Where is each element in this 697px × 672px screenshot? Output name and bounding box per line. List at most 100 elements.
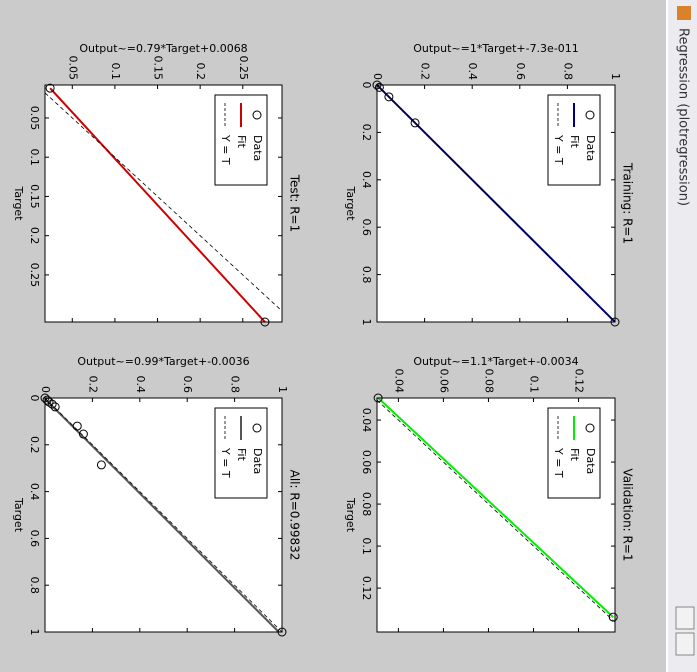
y-tick-label: 0.12: [573, 369, 586, 394]
y-tick-label: 1: [276, 386, 289, 393]
x-tick-label: 0.6: [360, 218, 373, 236]
legend-label: Fit: [568, 135, 581, 149]
y-tick-label: 0.6: [514, 63, 527, 81]
chart-title: Test: R=1: [288, 174, 302, 233]
x-tick-label: 0.8: [28, 576, 41, 594]
legend-label: Data: [251, 448, 264, 474]
y-axis-label: Output~=1.1*Target+-0.0034: [413, 355, 578, 368]
title-bar: [667, 0, 697, 672]
legend-label: Data: [251, 135, 264, 161]
window-title: Regression (plotregression): [676, 28, 691, 206]
y-tick-label: 0.8: [561, 63, 574, 81]
y-tick-label: 0.2: [194, 63, 207, 81]
y-tick-label: 0.1: [109, 63, 122, 81]
x-tick-label: 0.15: [28, 184, 41, 209]
x-tick-label: 0: [360, 82, 373, 89]
y-tick-label: 0.04: [392, 369, 405, 394]
y-tick-label: 0.1: [527, 376, 540, 394]
data-point: [96, 460, 106, 470]
y-tick-label: 0.08: [482, 369, 495, 394]
axes-box: [44, 397, 283, 633]
x-tick-label: 1: [360, 319, 373, 326]
y-tick-label: 0.15: [152, 56, 165, 81]
y-tick-label: 0.25: [237, 56, 250, 81]
legend-label: Data: [584, 448, 597, 474]
data-point: [72, 421, 82, 431]
x-tick-label: 0.08: [360, 492, 373, 517]
reference-line: [45, 92, 282, 312]
legend-label: Y = T: [219, 134, 232, 165]
y-tick-label: 0.2: [86, 376, 99, 394]
legend-label: Fit: [235, 135, 248, 149]
plot-layer: [45, 87, 282, 322]
legend-label: Fit: [235, 448, 248, 462]
x-tick-label: 0.8: [360, 266, 373, 284]
app-icon: [677, 6, 691, 20]
y-axis-label: Output~=0.99*Target+-0.0036: [77, 355, 249, 368]
y-tick-label: 0.6: [181, 376, 194, 394]
plot-layer: [377, 85, 615, 322]
y-tick-label: 0.4: [466, 63, 479, 81]
data-point: [50, 402, 60, 412]
data-point: [384, 92, 394, 102]
y-axis-label: Output~=1*Target+-7.3e-011: [413, 42, 579, 55]
chart-title: Training: R=1: [621, 162, 635, 244]
axes-box: [376, 397, 616, 633]
y-tick-label: 0.2: [419, 63, 432, 81]
x-axis-label: Target: [344, 185, 357, 221]
y-tick-label: 0.05: [66, 56, 79, 81]
data-point: [47, 399, 57, 409]
fit-line: [377, 398, 614, 618]
y-tick-label: 0.4: [134, 376, 147, 394]
data-point: [410, 118, 420, 128]
legend-marker: [585, 110, 595, 120]
axes-box: [44, 84, 283, 323]
data-point: [78, 429, 88, 439]
data-point: [45, 83, 55, 93]
y-tick-label: 1: [609, 73, 622, 80]
legend-marker: [585, 423, 595, 433]
reference-line: [377, 399, 615, 623]
x-tick-label: 1: [28, 629, 41, 636]
legend-label: Data: [584, 135, 597, 161]
maximize-button[interactable]: [675, 632, 695, 656]
x-tick-label: 0.25: [28, 263, 41, 288]
fit-line: [45, 398, 280, 632]
y-tick-label: 0: [39, 386, 52, 393]
legend-label: Y = T: [552, 447, 565, 478]
chart-title: All: R=0.99832: [288, 470, 302, 561]
x-tick-label: 0.06: [360, 450, 373, 475]
plot-layer: [377, 398, 615, 623]
x-tick-label: 0.05: [28, 106, 41, 131]
x-axis-label: Target: [12, 185, 25, 221]
x-tick-label: 0.2: [28, 227, 41, 245]
legend-label: Fit: [568, 448, 581, 462]
x-tick-label: 0.2: [28, 436, 41, 454]
legend-label: Y = T: [552, 134, 565, 165]
axes-box: [376, 84, 616, 323]
y-tick-label: 0: [371, 73, 384, 80]
fit-line: [377, 85, 615, 322]
x-tick-label: 0.4: [360, 171, 373, 189]
x-tick-label: 0.12: [360, 576, 373, 601]
legend-marker: [252, 110, 262, 120]
minimize-button[interactable]: [675, 606, 695, 630]
x-tick-label: 0.4: [28, 483, 41, 501]
y-tick-label: 0.06: [437, 369, 450, 394]
y-axis-label: Output~=0.79*Target+0.0068: [79, 42, 247, 55]
data-point: [374, 82, 384, 92]
data-point: [608, 612, 618, 622]
chart-title: Validation: R=1: [621, 468, 635, 561]
x-tick-label: 0.04: [360, 408, 373, 433]
legend-label: Y = T: [219, 447, 232, 478]
plot-layer: [45, 398, 282, 632]
x-tick-label: 0: [28, 395, 41, 402]
x-tick-label: 0.6: [28, 530, 41, 548]
x-tick-label: 0.1: [360, 537, 373, 555]
y-tick-label: 0.8: [229, 376, 242, 394]
x-axis-label: Target: [344, 497, 357, 533]
fit-line: [49, 87, 266, 322]
